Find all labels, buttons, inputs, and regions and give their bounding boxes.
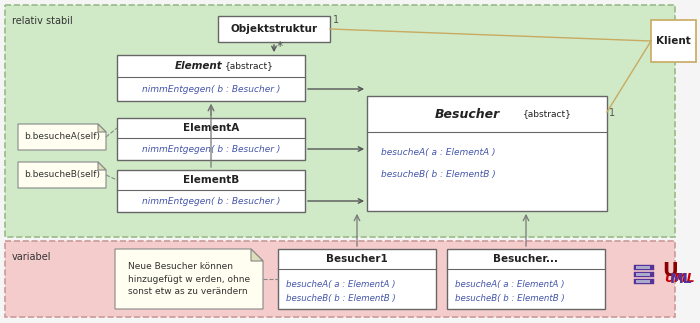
Text: besucheB( b : ElementB ): besucheB( b : ElementB ) [381, 170, 496, 179]
Text: besucheA( a : ElementA ): besucheA( a : ElementA ) [381, 148, 496, 157]
Text: {abstract}: {abstract} [523, 109, 571, 119]
Polygon shape [251, 249, 263, 261]
Text: Besucher: Besucher [435, 108, 500, 120]
Text: b.besucheB(self): b.besucheB(self) [24, 171, 100, 180]
Polygon shape [18, 124, 106, 150]
Text: besucheB( b : ElementB ): besucheB( b : ElementB ) [455, 295, 565, 304]
Text: nimmEntgegen( b : Besucher ): nimmEntgegen( b : Besucher ) [142, 85, 280, 93]
Bar [218, 16, 330, 42]
Text: UML: UML [664, 273, 694, 286]
Text: nimmEntgegen( b : Besucher ): nimmEntgegen( b : Besucher ) [142, 196, 280, 205]
Text: ElementB: ElementB [183, 175, 239, 185]
Text: variabel: variabel [12, 252, 52, 262]
Bar [651, 20, 696, 62]
Text: Besucher1: Besucher1 [326, 254, 388, 264]
Bar [117, 170, 305, 212]
Text: U: U [662, 261, 678, 279]
Bar [5, 5, 675, 237]
Bar [636, 280, 650, 283]
Bar [447, 249, 605, 309]
Text: relativ stabil: relativ stabil [12, 16, 73, 26]
Text: Klient: Klient [656, 36, 691, 46]
Text: besucheB( b : ElementB ): besucheB( b : ElementB ) [286, 295, 395, 304]
Polygon shape [98, 162, 106, 170]
Bar [634, 272, 654, 277]
Text: 1: 1 [333, 15, 339, 25]
Text: besucheA( a : ElementA ): besucheA( a : ElementA ) [455, 279, 564, 288]
Text: ElementA: ElementA [183, 123, 239, 133]
Text: ML: ML [670, 272, 692, 286]
Bar [5, 241, 675, 317]
Text: nimmEntgegen( b : Besucher ): nimmEntgegen( b : Besucher ) [142, 144, 280, 153]
Text: b.besucheA(self): b.besucheA(self) [24, 132, 100, 141]
Text: {abstract}: {abstract} [225, 61, 274, 70]
Text: Neue Besucher können
hinzugefügt w erden, ohne
sonst etw as zu verändern: Neue Besucher können hinzugefügt w erden… [128, 262, 250, 296]
Bar [367, 96, 607, 211]
Text: Besucher...: Besucher... [494, 254, 559, 264]
Bar [117, 118, 305, 160]
Bar [634, 279, 654, 284]
Polygon shape [98, 124, 106, 132]
Bar [636, 266, 650, 269]
Bar [634, 265, 654, 270]
Bar [636, 273, 650, 276]
Text: besucheA( a : ElementA ): besucheA( a : ElementA ) [286, 279, 395, 288]
Bar [278, 249, 436, 309]
Polygon shape [18, 162, 106, 188]
Text: Element: Element [175, 61, 223, 71]
Bar [117, 55, 305, 101]
Text: *: * [277, 40, 284, 53]
Text: 1: 1 [609, 108, 615, 118]
Polygon shape [115, 249, 263, 309]
Text: Objektstruktur: Objektstruktur [230, 24, 318, 34]
